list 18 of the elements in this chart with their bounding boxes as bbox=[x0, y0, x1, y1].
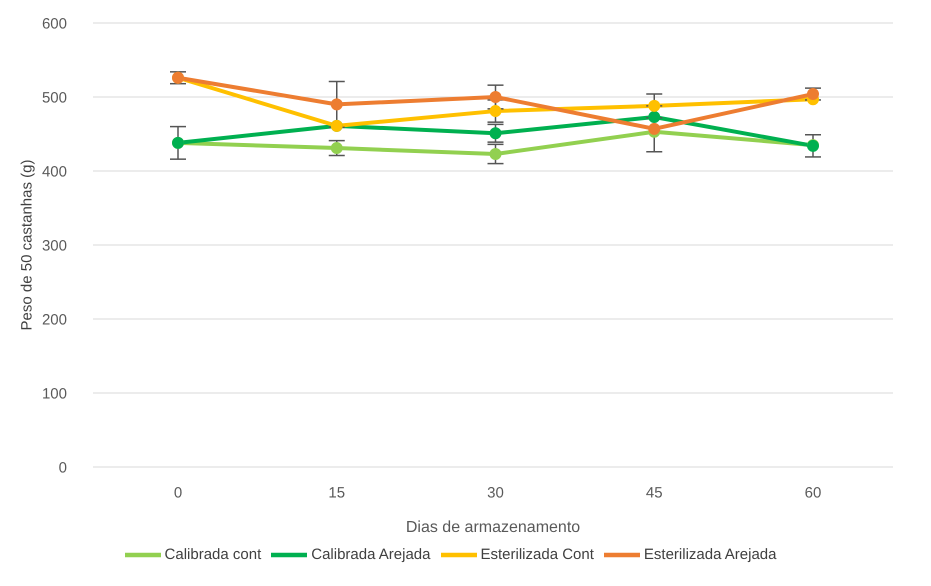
legend-label: Esterilizada Arejada bbox=[644, 546, 776, 563]
y-tick-label: 500 bbox=[42, 89, 67, 106]
x-axis-title: Dias de armazenamento bbox=[406, 519, 580, 536]
x-tick-label: 45 bbox=[646, 484, 663, 502]
y-axis-title: Peso de 50 castanhas (g) bbox=[18, 160, 36, 330]
legend-label: Calibrada Arejada bbox=[311, 546, 430, 563]
y-tick-label: 400 bbox=[42, 163, 67, 180]
legend-label: Esterilizada Cont bbox=[480, 546, 594, 563]
y-tick-label: 100 bbox=[42, 385, 67, 402]
x-tick-label: 0 bbox=[174, 484, 182, 502]
y-tick-label: 600 bbox=[42, 15, 67, 32]
x-tick-label: 60 bbox=[804, 484, 822, 502]
y-tick-label: 200 bbox=[42, 311, 67, 328]
x-tick-label: 30 bbox=[487, 484, 504, 502]
legend-label: Calibrada cont bbox=[164, 546, 262, 563]
y-tick-label: 300 bbox=[42, 237, 67, 254]
y-tick-label: 0 bbox=[58, 459, 67, 476]
x-tick-label: 15 bbox=[328, 484, 346, 502]
